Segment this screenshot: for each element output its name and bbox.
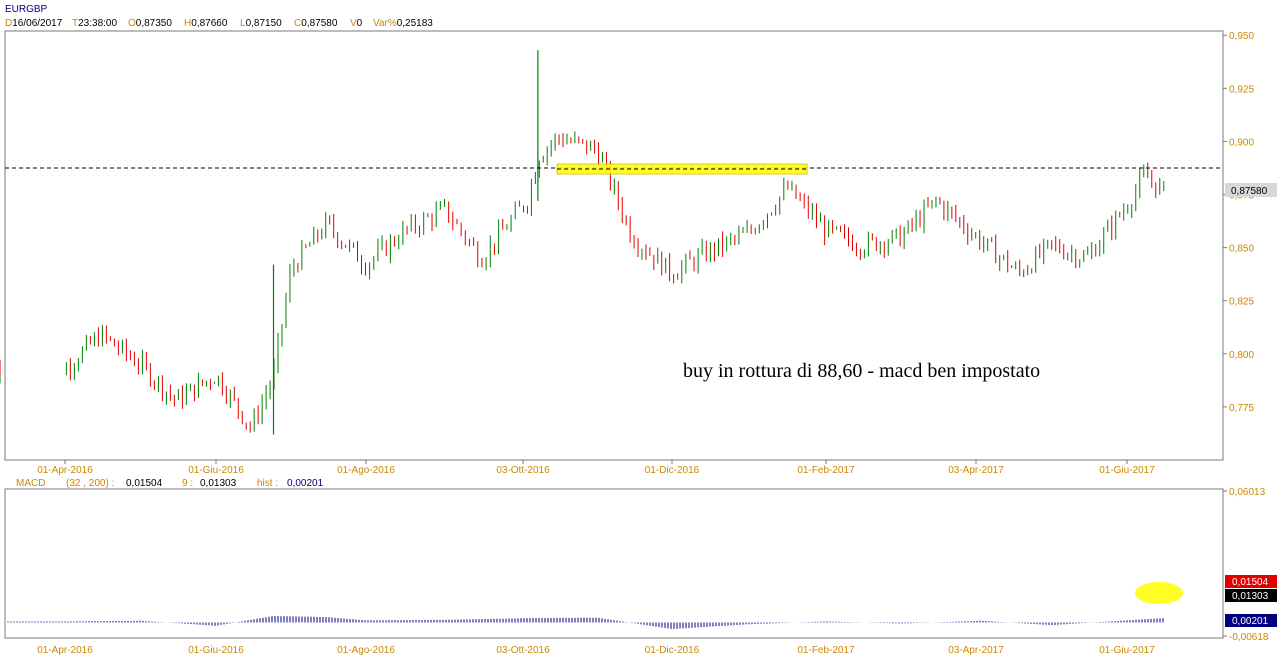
macd-y-axis: 0,06013 -0,00618: [1223, 487, 1269, 643]
price-ytick-label: 0,925: [1229, 84, 1254, 95]
macd-ytick-label: -0,00618: [1229, 632, 1269, 643]
price-ytick-label: 0,825: [1229, 297, 1254, 308]
macd-panel: [4, 488, 1224, 639]
macd-ytick-label: 0,06013: [1229, 487, 1266, 498]
macd-header: MACD (32 , 200) : 0,01504 9 : 0,01303 hi…: [16, 478, 324, 489]
price-ytick-label: 0,800: [1229, 350, 1254, 361]
price-panel: [4, 30, 1224, 461]
macd-xtick-label: 01-Apr-2016: [37, 645, 93, 656]
macd-xtick-label: 01-Dic-2016: [645, 645, 700, 656]
last-price-tag-label: 0,87580: [1231, 186, 1268, 197]
price-xtick-label: 01-Giu-2016: [188, 465, 244, 476]
price-xtick-label: 03-Ott-2016: [496, 465, 550, 476]
price-x-axis: 01-Apr-2016 01-Giu-2016 01-Ago-2016 03-Ott-…: [37, 460, 1155, 476]
price-ytick-label: 0,950: [1229, 31, 1254, 42]
instrument-label: EURGBP: [5, 4, 48, 15]
price-ytick-label: 0,850: [1229, 244, 1254, 255]
quote-header: D16/06/2017 T23:38:00 O0,87350 H0,87660 …: [5, 18, 433, 29]
last-price-tag: [1225, 183, 1277, 197]
signal-value-tag-label: 0,01303: [1232, 591, 1269, 602]
macd-xtick-label: 03-Ott-2016: [496, 645, 550, 656]
macd-xtick-label: 01-Giu-2017: [1099, 645, 1155, 656]
macd-value-tag: [1225, 575, 1277, 588]
macd-x-axis: 01-Apr-2016 01-Giu-2016 01-Ago-2016 03-Ott-…: [37, 645, 1155, 656]
macd-xtick-label: 01-Giu-2016: [188, 645, 244, 656]
macd-histogram: [7, 615, 1164, 629]
macd-highlight-circle: [1135, 582, 1183, 604]
macd-xtick-label: 01-Ago-2016: [337, 645, 395, 656]
hist-value-tag-label: 0,00201: [1232, 616, 1269, 627]
price-xtick-label: 01-Giu-2017: [1099, 465, 1155, 476]
signal-value-tag: [1225, 589, 1277, 602]
macd-xtick-label: 03-Apr-2017: [948, 645, 1004, 656]
price-xtick-label: 01-Feb-2017: [797, 465, 855, 476]
price-xtick-label: 01-Dic-2016: [645, 465, 700, 476]
macd-value-tag-label: 0,01504: [1232, 577, 1269, 588]
price-xtick-label: 01-Apr-2016: [37, 465, 93, 476]
price-ytick-label: 0,775: [1229, 403, 1254, 414]
price-ytick-label: 0,900: [1229, 137, 1254, 148]
price-xtick-label: 03-Apr-2017: [948, 465, 1004, 476]
macd-xtick-label: 01-Feb-2017: [797, 645, 855, 656]
candlestick-series: [0, 50, 1165, 435]
hist-value-tag: [1225, 614, 1277, 627]
annotation-text: buy in rottura di 88,60 - macd ben impos…: [683, 360, 1040, 382]
price-xtick-label: 01-Ago-2016: [337, 465, 395, 476]
